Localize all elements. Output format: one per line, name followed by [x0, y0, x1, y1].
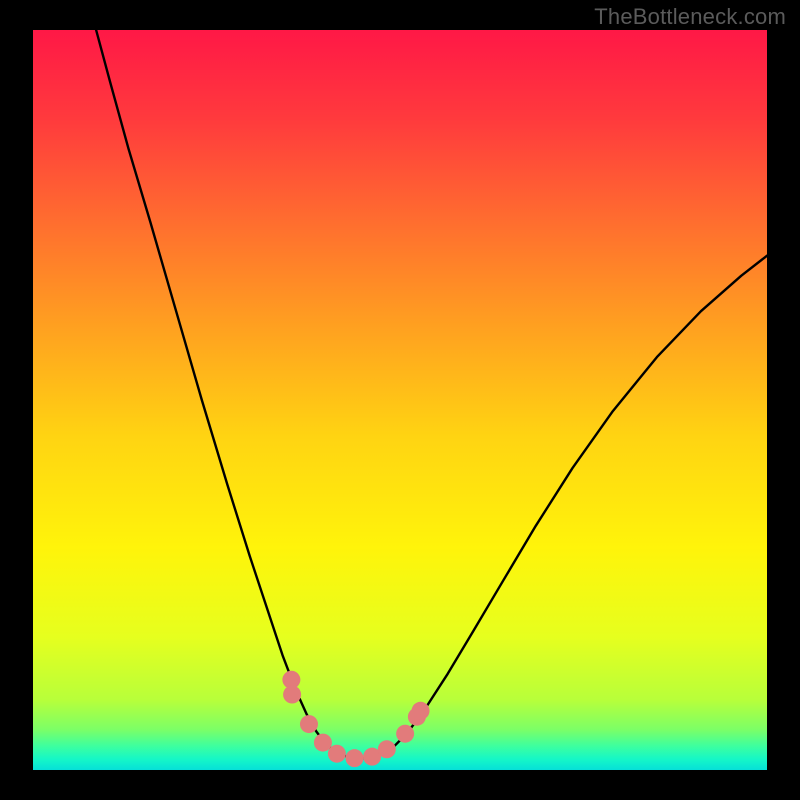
marker-point — [396, 725, 414, 743]
marker-point — [300, 715, 318, 733]
watermark-text: TheBottleneck.com — [594, 4, 786, 30]
marker-point — [328, 745, 346, 763]
marker-point — [412, 702, 430, 720]
marker-point — [314, 734, 332, 752]
plot-svg — [33, 30, 767, 770]
marker-point — [283, 686, 301, 704]
gradient-background — [33, 30, 767, 770]
marker-point — [345, 749, 363, 767]
plot-area — [33, 30, 767, 770]
page-root: TheBottleneck.com — [0, 0, 800, 800]
marker-point — [378, 740, 396, 758]
